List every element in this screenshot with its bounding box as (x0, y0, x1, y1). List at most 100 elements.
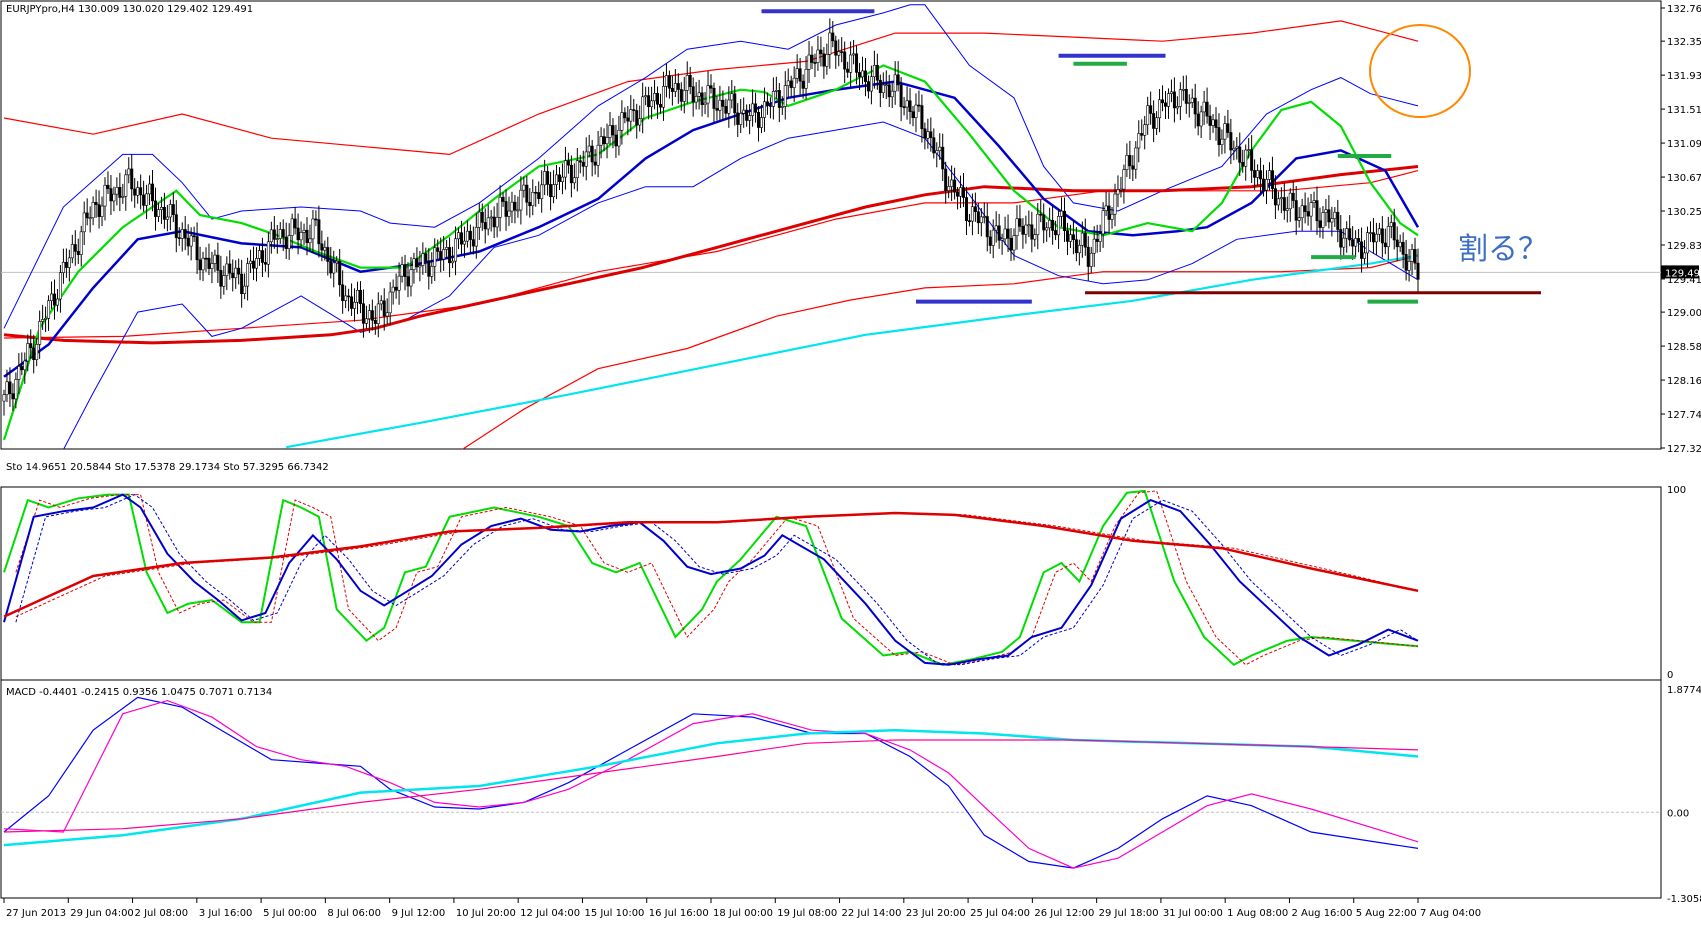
candle-body (1348, 228, 1352, 241)
candle-body (456, 232, 460, 240)
candle-body (947, 186, 951, 191)
candle-body (908, 100, 912, 112)
candle-body (730, 93, 734, 101)
candle-body (540, 184, 544, 200)
candle-body (1276, 198, 1280, 206)
candle-body (973, 206, 977, 212)
candle-body (148, 183, 152, 195)
candle-body (549, 184, 553, 198)
candle-body (964, 197, 968, 222)
candle-body (584, 151, 588, 167)
candle-body (855, 53, 859, 73)
candle-body (299, 232, 303, 241)
candle-body (846, 68, 850, 73)
candle-body (174, 214, 178, 238)
macd-series (1, 696, 1661, 869)
candle-body (64, 261, 68, 268)
candle-body (780, 106, 784, 108)
candle-body (1342, 237, 1346, 248)
candle-body (109, 188, 113, 202)
annotation-text: 割る？ (1458, 232, 1548, 267)
x-tick-label: 12 Jul 04:00 (520, 908, 580, 919)
candle-body (1330, 218, 1334, 223)
candle-body (757, 111, 761, 128)
candle-body (418, 265, 422, 268)
candle-body (682, 90, 686, 102)
candle-body (445, 247, 449, 250)
candle-body (1181, 88, 1185, 91)
candle-body (929, 131, 933, 138)
candle-body (121, 195, 125, 198)
candle-body (988, 236, 992, 246)
candle-body (139, 187, 143, 196)
candle-body (638, 118, 642, 126)
candle-body (745, 109, 749, 121)
candle-body (656, 92, 660, 105)
candle-body (1407, 261, 1411, 271)
candle-body (1205, 101, 1209, 117)
candle-body (1398, 241, 1402, 248)
candle-body (103, 184, 107, 207)
macd-line (3, 739, 1419, 833)
candle-body (465, 230, 469, 242)
candle-body (1270, 170, 1274, 189)
candle-body (792, 77, 796, 88)
candle-body (320, 243, 324, 251)
candle-body (566, 160, 570, 166)
candle-body (866, 81, 870, 92)
candle-body (1389, 222, 1393, 227)
x-tick-label: 5 Jul 00:00 (263, 908, 317, 919)
candle-body (525, 184, 529, 203)
macd-panel (0, 679, 1662, 899)
candle-body (275, 238, 279, 240)
candle-body (1116, 189, 1120, 195)
candle-body (156, 209, 160, 217)
candle-body (620, 112, 624, 131)
candle-body (795, 68, 799, 79)
candle-body (207, 257, 211, 269)
candle-body (560, 176, 564, 182)
candle-body (985, 216, 989, 238)
candle-body (1063, 210, 1067, 231)
y-tick-label: 1.8774 (1667, 685, 1701, 696)
y-tick-label: 129.830 (1667, 241, 1701, 252)
candle-body (1235, 146, 1239, 149)
candle-body (373, 319, 377, 324)
candle-body (1303, 205, 1307, 212)
candle-body (1190, 97, 1194, 103)
candle-body (448, 247, 452, 264)
candle-body (1297, 217, 1301, 221)
candle-body (243, 285, 247, 294)
candle-body (828, 32, 832, 55)
candle-body (1131, 165, 1135, 170)
candle-body (709, 85, 713, 89)
candle-body (38, 321, 42, 345)
candle-body (941, 146, 945, 170)
y-tick-label: 128.160 (1667, 376, 1701, 387)
candle-body (798, 68, 802, 82)
x-tick-label: 23 Jul 20:00 (906, 908, 966, 919)
candle-body (718, 99, 722, 111)
candle-body (869, 76, 873, 92)
y-tick-label: 132.760 (1667, 4, 1701, 15)
candle-body (1122, 169, 1126, 190)
candle-body (222, 275, 226, 287)
candle-body (543, 171, 547, 186)
candle-body (433, 247, 437, 267)
candle-body (602, 136, 606, 145)
candle-body (557, 174, 561, 182)
candle-body (1006, 228, 1010, 239)
candle-body (252, 260, 256, 269)
candle-body (415, 258, 419, 268)
candle-body (26, 343, 30, 362)
candle-body (863, 70, 867, 82)
candle-body (255, 258, 259, 269)
candle-body (55, 298, 59, 306)
candle-body (658, 104, 662, 108)
candle-body (23, 360, 27, 371)
candle-body (370, 310, 374, 321)
bb-outer-lower-line (461, 254, 1419, 449)
candle-body (477, 211, 481, 228)
candle-body (424, 253, 428, 262)
